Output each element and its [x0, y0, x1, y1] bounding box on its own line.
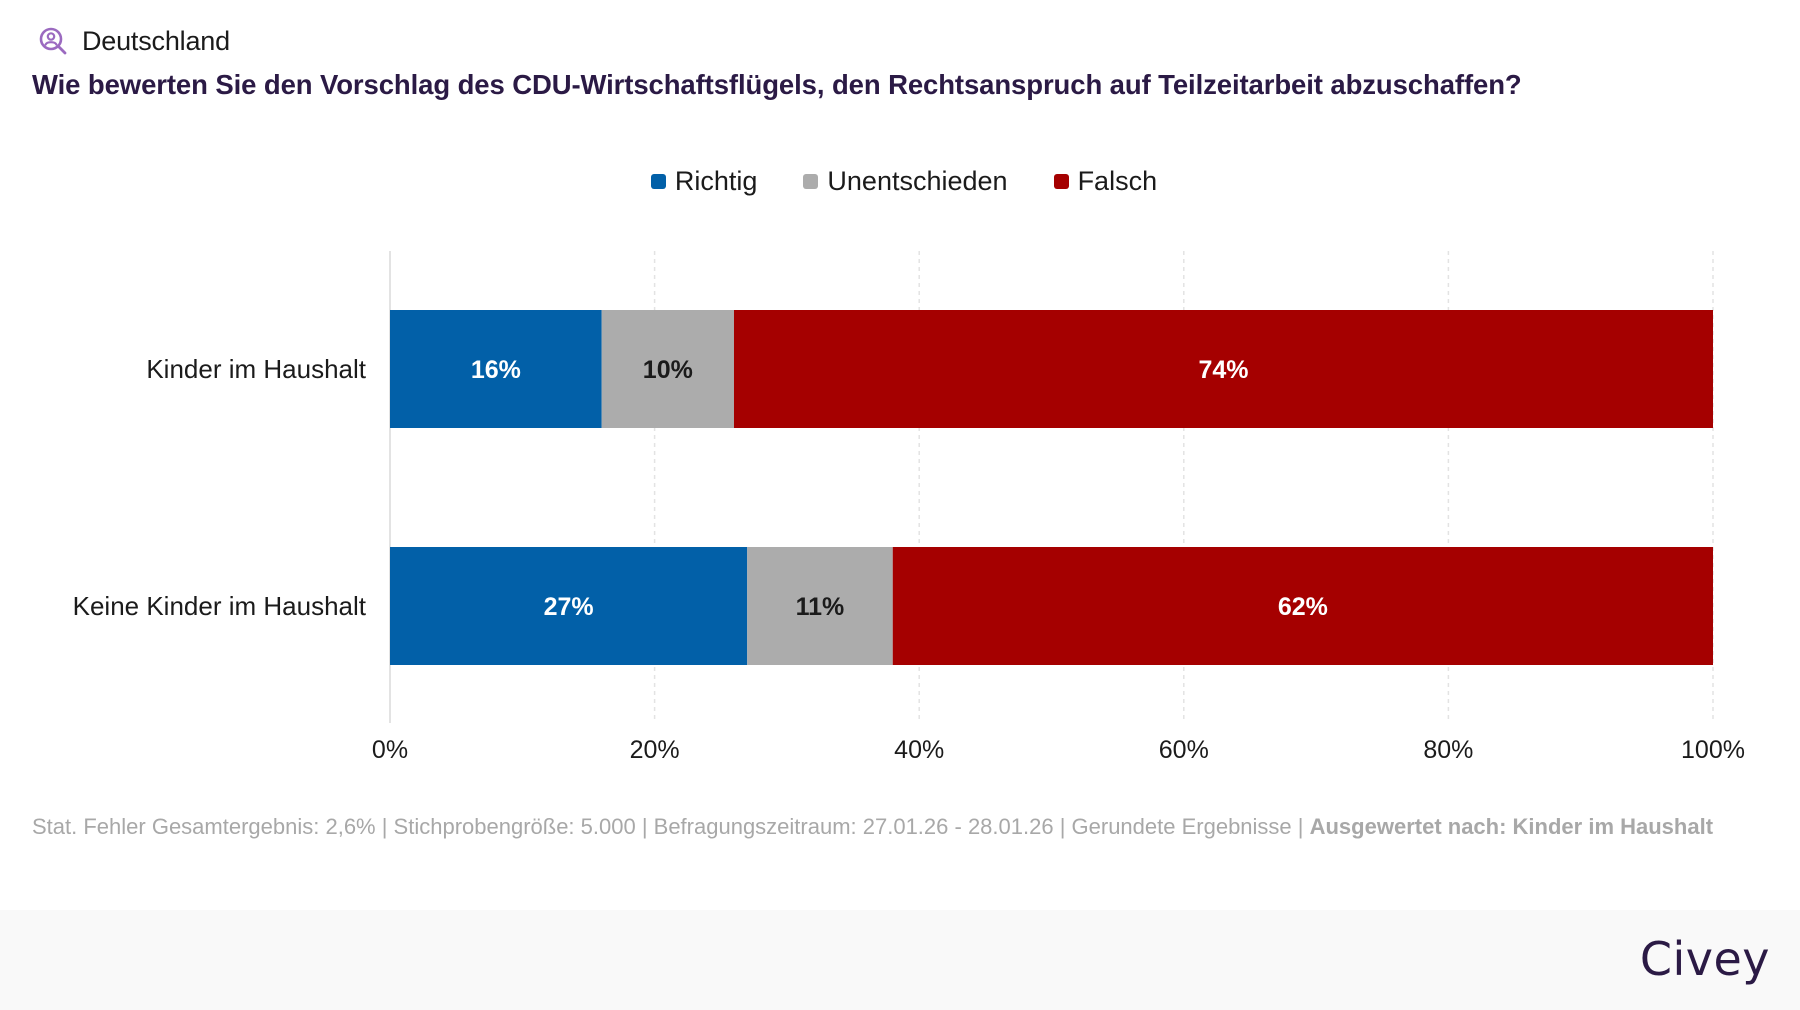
bar-segment-unentschieden[interactable] — [747, 547, 893, 665]
methodology-note: Stat. Fehler Gesamtergebnis: 2,6% | Stic… — [32, 810, 1752, 844]
bar-segment-richtig[interactable] — [390, 547, 748, 665]
category-label: Keine Kinder im Haushalt — [73, 591, 367, 621]
legend-swatch-unentschieden — [803, 174, 819, 189]
x-tick-label: 80% — [1423, 736, 1473, 764]
category-labels: Kinder im Haushalt Keine Kinder im Hausha… — [73, 354, 367, 621]
data-label: 74% — [1198, 356, 1248, 384]
region-label: Deutschland — [82, 25, 230, 56]
data-label: 27% — [544, 593, 594, 621]
legend-label: Unentschieden — [827, 166, 1008, 196]
stacked-bar-chart: 16% 10% 74% 27% 11% 62% Kinder im Haushalt Kei… — [73, 251, 1745, 764]
note-text: Stat. Fehler Gesamtergebnis: 2,6% | Stic… — [32, 814, 1310, 839]
x-tick-label: 0% — [372, 736, 408, 764]
chart-title: Wie bewerten Sie den Vorschlag des CDU-W… — [32, 69, 1522, 100]
region-header: Deutschland — [38, 24, 230, 58]
bar-segment-richtig[interactable] — [390, 310, 602, 428]
user-search-icon — [38, 26, 68, 56]
category-label: Kinder im Haushalt — [146, 354, 366, 384]
x-tick-label: 40% — [894, 736, 944, 764]
data-label: 16% — [471, 356, 521, 384]
x-tick-label: 60% — [1159, 736, 1209, 764]
bar-segment-falsch[interactable] — [892, 547, 1713, 665]
data-label: 11% — [796, 593, 845, 621]
legend-label: Falsch — [1077, 166, 1158, 196]
bar-segment-unentschieden[interactable] — [601, 310, 734, 428]
note-breakdown: Ausgewertet nach: Kinder im Haushalt — [1309, 814, 1714, 839]
bar-segment-falsch[interactable] — [733, 310, 1713, 428]
x-tick-label: 20% — [630, 736, 680, 764]
x-axis-ticks: 0% 20% 40% 60% 80% 100% — [372, 736, 1745, 764]
data-label: 10% — [643, 356, 693, 384]
legend: Richtig Unentschieden Falsch — [0, 166, 1800, 197]
legend-swatch-richtig — [650, 174, 666, 189]
legend-item-richtig[interactable]: Richtig — [650, 166, 758, 197]
legend-item-falsch[interactable]: Falsch — [1053, 166, 1158, 197]
legend-label: Richtig — [674, 166, 758, 196]
legend-swatch-falsch — [1053, 174, 1069, 189]
x-tick-label: 100% — [1681, 736, 1745, 764]
footer: Civey — [0, 910, 1800, 1010]
civey-logo[interactable]: Civey — [1639, 932, 1770, 986]
bars: 16% 10% 74% 27% 11% 62% — [390, 310, 1713, 665]
legend-item-unentschieden[interactable]: Unentschieden — [803, 166, 1008, 197]
data-label: 62% — [1278, 593, 1328, 621]
